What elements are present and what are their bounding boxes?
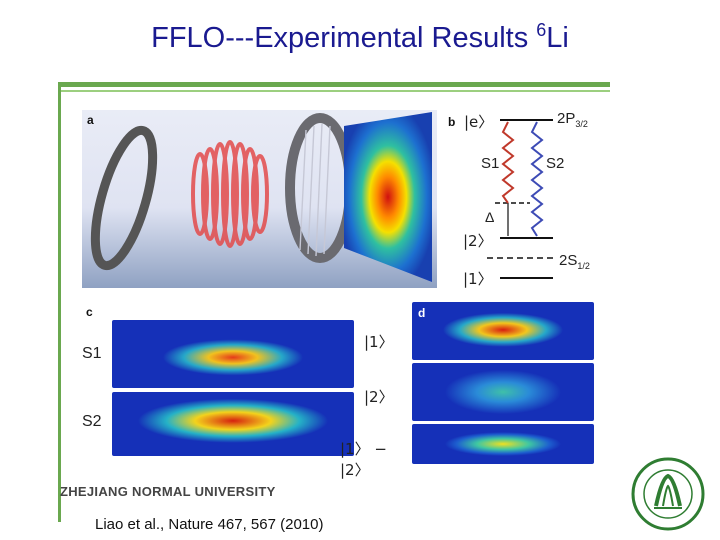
title-rule-thin [58, 90, 610, 92]
slide-title: FFLO---Experimental Results 6Li [0, 20, 720, 55]
setup-illustration [90, 112, 432, 282]
title-main: FFLO---Experimental Results [151, 22, 537, 54]
row-k1-label: |1〉 [364, 333, 394, 351]
panel-d: d [412, 302, 594, 464]
left-rule [58, 82, 61, 522]
right-ring [285, 113, 355, 263]
detector-screen [344, 112, 432, 282]
university-logo [631, 457, 705, 531]
state-1-image [412, 302, 594, 360]
row-s2-label: S2 [82, 413, 102, 430]
citation: Liao et al., Nature 467, 567 (2010) [95, 516, 324, 533]
panel-b: b |e〉 2P3/2 S1 S2 Δ |2〉 2S1/2 |1〉 [445, 108, 610, 293]
level-2p-label: 2P3/2 [557, 110, 588, 129]
panel-a-label: a [87, 113, 94, 127]
university-name: ZHEJIANG NORMAL UNIVERSITY [60, 484, 276, 499]
state-1-label: |1〉 [463, 270, 493, 288]
panel-c: c S1 S2 |1〉 |2〉 |1〉 − |2〉 [82, 300, 402, 479]
left-ring [90, 125, 158, 271]
row-k2-label: |2〉 [364, 388, 394, 406]
level-2s-label: 2S1/2 [559, 252, 590, 271]
s2-wave [530, 121, 544, 237]
difference-image [412, 424, 594, 464]
s2-label: S2 [546, 155, 565, 172]
state-e-label: |e〉 [464, 113, 494, 131]
row-s1-label: S1 [82, 345, 102, 362]
s1-image [112, 320, 354, 388]
row-kdiff-label: |1〉 − |2〉 [340, 440, 387, 479]
state-2-image [412, 363, 594, 421]
panel-b-label: b [448, 115, 456, 129]
panel-a: a [82, 110, 437, 288]
grating-lines [299, 123, 331, 257]
laser-sheets [191, 140, 269, 248]
panel-d-label: d [418, 306, 426, 320]
energy-diagram [487, 119, 553, 279]
delta-label: Δ [485, 209, 495, 225]
panel-c-label: c [86, 305, 93, 319]
s2-image [112, 392, 354, 456]
title-superscript: 6 [536, 20, 547, 40]
title-rule [58, 82, 610, 87]
state-2-label: |2〉 [463, 232, 493, 250]
s1-wave [501, 121, 515, 204]
s1-label: S1 [481, 155, 500, 172]
title-tail: Li [546, 22, 569, 54]
